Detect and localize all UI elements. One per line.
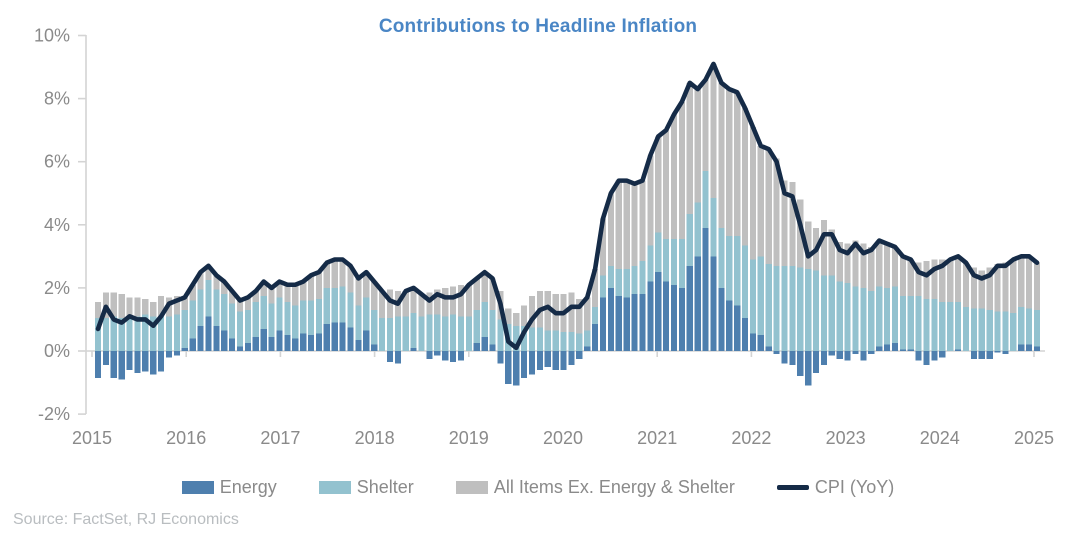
legend-item-cpi: CPI (YoY): [776, 476, 895, 498]
shelter-swatch-icon: [318, 480, 351, 494]
svg-text:2022: 2022: [731, 428, 771, 448]
svg-text:2021: 2021: [637, 428, 677, 448]
legend-label-cpi: CPI (YoY): [814, 476, 895, 497]
svg-text:2024: 2024: [920, 428, 960, 448]
svg-text:2020: 2020: [543, 428, 583, 448]
inflation-contributions-chart: -2% 0% 2% 4% 6% 8% 10% 2015 2016 2017 2018 2019 2020…: [34, 26, 1054, 449]
svg-text:2015: 2015: [72, 428, 112, 448]
chart-title: Contributions to Headline Inflation: [378, 16, 698, 37]
legend-label-ex-energy-shelter: All Items Ex. Energy & Shelter: [493, 476, 735, 497]
source-note: Source: FactSet, RJ Economics: [13, 511, 239, 528]
svg-text:2016: 2016: [166, 428, 206, 448]
svg-text:4%: 4%: [44, 215, 70, 235]
svg-text:0%: 0%: [44, 341, 70, 361]
svg-text:10%: 10%: [34, 26, 70, 46]
svg-text:2025: 2025: [1014, 428, 1054, 448]
svg-text:2018: 2018: [355, 428, 395, 448]
svg-text:8%: 8%: [44, 89, 70, 109]
legend-item-ex-energy-shelter: All Items Ex. Energy & Shelter: [455, 476, 735, 498]
svg-text:6%: 6%: [44, 152, 70, 172]
energy-swatch-icon: [181, 480, 214, 494]
svg-text:2023: 2023: [826, 428, 866, 448]
ex-energy-shelter-swatch-icon: [455, 480, 488, 494]
legend-item-shelter: Shelter: [318, 476, 414, 498]
legend-label-energy: Energy: [219, 476, 277, 497]
svg-text:2%: 2%: [44, 278, 70, 298]
legend-label-shelter: Shelter: [356, 476, 414, 497]
legend: Energy Shelter All Items Ex. Energy & Sh…: [0, 473, 1076, 501]
svg-text:-2%: -2%: [38, 404, 70, 424]
svg-text:2019: 2019: [449, 428, 489, 448]
legend-item-energy: Energy: [181, 476, 277, 498]
cpi-line-swatch-icon: [776, 484, 809, 490]
svg-text:2017: 2017: [260, 428, 300, 448]
